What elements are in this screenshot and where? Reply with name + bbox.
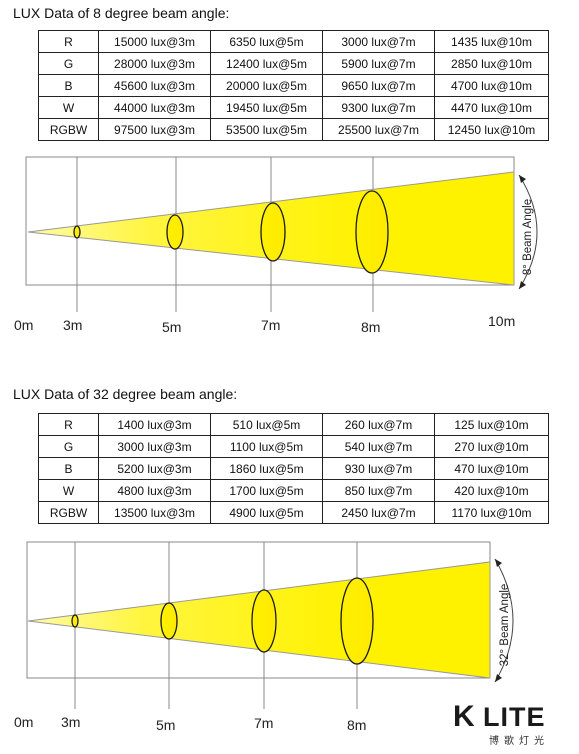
beam-angle-arc [518, 174, 538, 290]
beam-angle-label: 8° Beam Angle [522, 199, 534, 275]
lux-value-cell: 6350 lux@5m [210, 30, 323, 53]
arrow-down-icon [495, 674, 502, 682]
lux-value-cell: 12450 lux@10m [434, 118, 549, 141]
lux-value-cell: 19450 lux@5m [210, 96, 323, 119]
lux-value-cell: 9300 lux@7m [322, 96, 435, 119]
beam-angle-label: 32° Beam Angle [499, 584, 511, 667]
lux-value-cell: 510 lux@5m [210, 413, 323, 436]
lux-value-cell: 1170 lux@10m [434, 501, 549, 524]
lux-value-cell: 5200 lux@3m [98, 457, 211, 480]
lux-value-cell: 4900 lux@5m [210, 501, 323, 524]
arrow-down-icon [519, 281, 526, 289]
distance-label-3m: 3m [63, 317, 82, 333]
lux-value-cell: 3000 lux@7m [322, 30, 435, 53]
beam-cross-section-7m [251, 589, 277, 653]
lux-value-cell: 270 lux@10m [434, 435, 549, 458]
color-channel-cell: R [38, 30, 99, 53]
distance-label-5m: 5m [156, 717, 175, 733]
arrow-up-icon [495, 559, 502, 567]
lux-value-cell: 45600 lux@3m [98, 74, 211, 97]
lux-value-cell: 28000 lux@3m [98, 52, 211, 75]
lux-value-cell: 4800 lux@3m [98, 479, 211, 502]
distance-label-7m: 7m [261, 317, 280, 333]
lux-value-cell: 1400 lux@3m [98, 413, 211, 436]
lux-value-cell: 930 lux@7m [322, 457, 435, 480]
lux-value-cell: 1100 lux@5m [210, 435, 323, 458]
distance-label-8m: 8m [347, 717, 366, 733]
lux-value-cell: 2850 lux@10m [434, 52, 549, 75]
logo-subtitle: 博歌灯光 [489, 736, 549, 747]
lux-value-cell: 13500 lux@3m [98, 501, 211, 524]
color-channel-cell: RGBW [38, 118, 99, 141]
table-row: RGBW 13500 lux@3m 4900 lux@5m 2450 lux@7m 11… [38, 501, 549, 524]
beam-cross-section-8m [355, 190, 389, 274]
lux-value-cell: 1860 lux@5m [210, 457, 323, 480]
lux-table-8-degree: R 15000 lux@3m 6350 lux@5m 3000 lux@7m 1435 … [38, 30, 549, 141]
section1-heading: LUX Data of 8 degree beam angle: [13, 5, 230, 21]
distance-label-5m: 5m [162, 319, 181, 335]
lux-value-cell: 2450 lux@7m [322, 501, 435, 524]
brand-logo: K LITE 博歌灯光 [453, 700, 573, 748]
beam-angle-arc [494, 558, 514, 683]
table-row: B 45600 lux@3m 20000 lux@5m 9650 lux@7m 4700… [38, 74, 549, 97]
lux-value-cell: 125 lux@10m [434, 413, 549, 436]
color-channel-cell: B [38, 74, 99, 97]
beam-diagram-32-degree: 32° Beam Angle 0m 3m 5m 7m 8m [14, 541, 514, 733]
lux-value-cell: 97500 lux@3m [98, 118, 211, 141]
beam-cross-section-8m [340, 577, 374, 665]
lux-value-cell: 5900 lux@7m [322, 52, 435, 75]
beam-cross-section-3m [71, 614, 79, 628]
lux-value-cell: 12400 lux@5m [210, 52, 323, 75]
lux-value-cell: 4470 lux@10m [434, 96, 549, 119]
beam-cross-section-7m [260, 202, 286, 262]
color-channel-cell: W [38, 96, 99, 119]
color-channel-cell: G [38, 52, 99, 75]
table-row: W 4800 lux@3m 1700 lux@5m 850 lux@7m 420 lux… [38, 479, 549, 502]
lux-value-cell: 9650 lux@7m [322, 74, 435, 97]
lux-value-cell: 44000 lux@3m [98, 96, 211, 119]
table-row: W 44000 lux@3m 19450 lux@5m 9300 lux@7m 4470… [38, 96, 549, 119]
lux-value-cell: 15000 lux@3m [98, 30, 211, 53]
distance-label-3m: 3m [61, 714, 80, 730]
color-channel-cell: B [38, 457, 99, 480]
table-row: R 1400 lux@3m 510 lux@5m 260 lux@7m 125 lux@… [38, 413, 549, 436]
distance-label-8m: 8m [361, 319, 380, 335]
lux-value-cell: 470 lux@10m [434, 457, 549, 480]
lux-value-cell: 850 lux@7m [322, 479, 435, 502]
logo-text: LITE [483, 702, 546, 732]
color-channel-cell: W [38, 479, 99, 502]
section2-heading: LUX Data of 32 degree beam angle: [13, 386, 238, 402]
beam-cross-section-3m [73, 225, 81, 239]
lux-value-cell: 260 lux@7m [322, 413, 435, 436]
distance-label-0m: 0m [14, 317, 33, 333]
beam-cross-section-5m [160, 602, 178, 640]
lux-value-cell: 1700 lux@5m [210, 479, 323, 502]
lux-value-cell: 3000 lux@3m [98, 435, 211, 458]
lux-value-cell: 540 lux@7m [322, 435, 435, 458]
distance-label-0m: 0m [14, 714, 33, 730]
lux-value-cell: 53500 lux@5m [210, 118, 323, 141]
table-row: R 15000 lux@3m 6350 lux@5m 3000 lux@7m 1435 … [38, 30, 549, 53]
distance-label-7m: 7m [254, 715, 273, 731]
logo-mark-icon: K [453, 700, 475, 733]
color-channel-cell: RGBW [38, 501, 99, 524]
table-row: G 3000 lux@3m 1100 lux@5m 540 lux@7m 270 lux… [38, 435, 549, 458]
color-channel-cell: G [38, 435, 99, 458]
beam-cross-section-5m [166, 214, 184, 250]
table-row: G 28000 lux@3m 12400 lux@5m 5900 lux@7m 2850… [38, 52, 549, 75]
lux-value-cell: 1435 lux@10m [434, 30, 549, 53]
lux-value-cell: 25500 lux@7m [322, 118, 435, 141]
lux-value-cell: 20000 lux@5m [210, 74, 323, 97]
color-channel-cell: R [38, 413, 99, 436]
beam-diagram-8-degree: 8° Beam Angle 0m 3m 5m 7m 8m 10m [14, 156, 538, 335]
arrow-up-icon [519, 175, 526, 183]
lux-value-cell: 420 lux@10m [434, 479, 549, 502]
lux-table-32-degree: R 1400 lux@3m 510 lux@5m 260 lux@7m 125 lux@… [38, 413, 549, 524]
lux-value-cell: 4700 lux@10m [434, 74, 549, 97]
distance-label-10m: 10m [488, 313, 515, 329]
table-row: B 5200 lux@3m 1860 lux@5m 930 lux@7m 470 lux… [38, 457, 549, 480]
table-row: RGBW 97500 lux@3m 53500 lux@5m 25500 lux@7m… [38, 118, 549, 141]
